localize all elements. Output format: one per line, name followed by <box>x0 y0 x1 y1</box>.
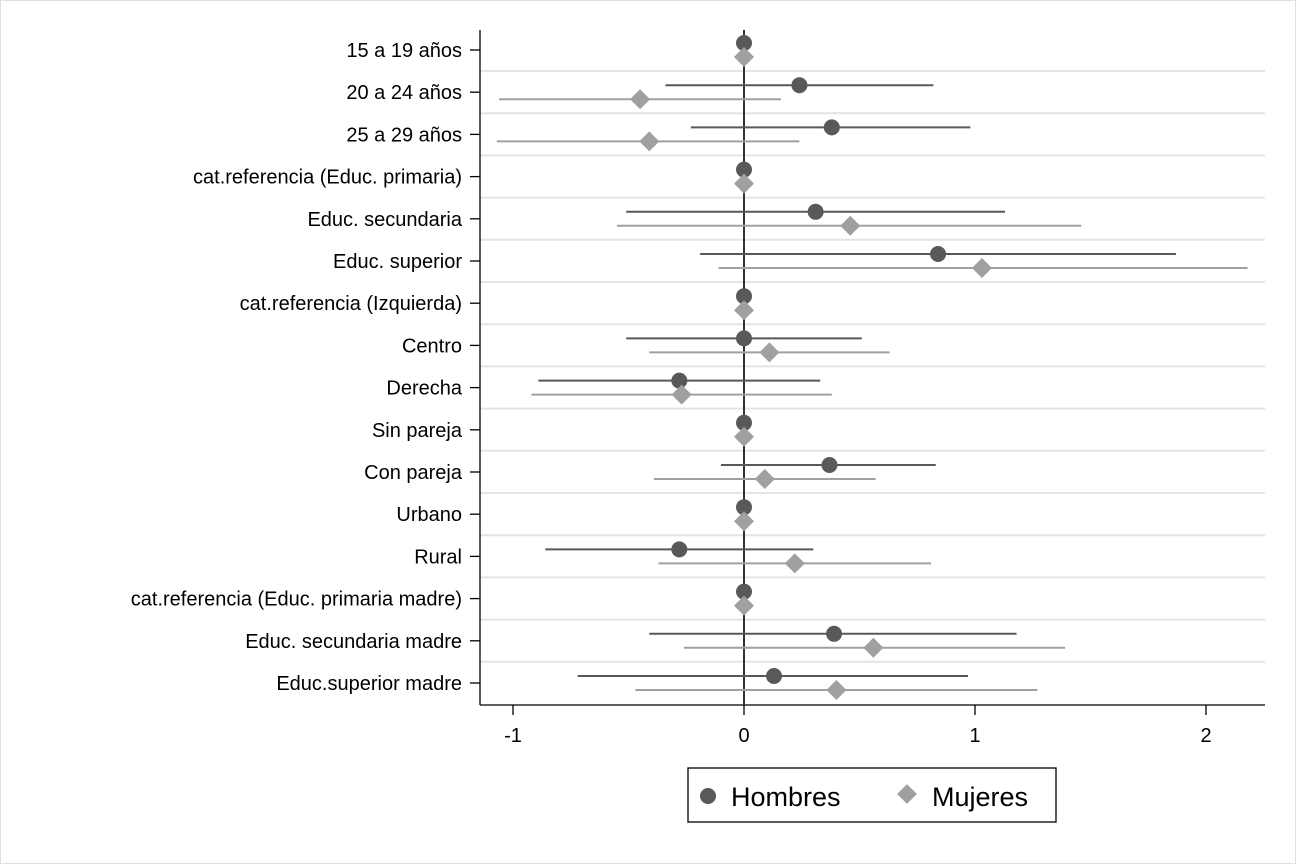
legend-marker-hombres <box>700 788 716 804</box>
point-mujeres <box>840 215 861 236</box>
legend-label-hombres: Hombres <box>731 782 841 812</box>
legend-label-mujeres: Mujeres <box>932 782 1028 812</box>
point-hombres <box>736 414 752 431</box>
point-hombres <box>736 583 752 600</box>
point-hombres <box>823 119 840 136</box>
point-hombres <box>736 288 752 305</box>
point-hombres <box>671 541 688 558</box>
point-hombres <box>671 372 688 389</box>
category-label: Urbano <box>396 504 462 526</box>
point-mujeres <box>734 511 754 532</box>
point-hombres <box>821 457 838 473</box>
category-label: cat.referencia (Educ. primaria) <box>193 167 462 189</box>
category-label: Educ. secundaria <box>307 209 462 231</box>
category-label: Con pareja <box>364 462 463 484</box>
category-label: cat.referencia (Educ. primaria madre) <box>131 589 462 611</box>
point-hombres <box>930 246 947 262</box>
point-estimates <box>630 35 992 700</box>
category-label: Sin pareja <box>372 420 463 442</box>
point-mujeres <box>759 342 780 363</box>
point-mujeres <box>784 553 805 574</box>
category-label: Educ. superior <box>333 251 462 273</box>
category-label: Educ. secundaria madre <box>245 631 462 653</box>
category-label: 25 a 29 años <box>346 124 462 146</box>
grid-lines <box>480 70 1265 663</box>
point-hombres <box>791 77 808 94</box>
category-label: Derecha <box>386 378 462 400</box>
point-mujeres <box>639 131 660 152</box>
point-hombres <box>736 330 752 347</box>
point-hombres <box>736 161 752 178</box>
category-label: cat.referencia (Izquierda) <box>240 293 462 315</box>
legend-box <box>687 767 1057 823</box>
x-tick-label: 2 <box>1200 725 1211 747</box>
point-hombres <box>807 203 824 220</box>
point-mujeres <box>826 680 847 700</box>
point-mujeres <box>754 469 775 489</box>
point-mujeres <box>671 384 692 405</box>
point-hombres <box>766 668 783 684</box>
category-label: Rural <box>414 546 462 568</box>
category-labels: 15 a 19 años 20 a 24 años 25 a 29 años cat.… <box>131 40 463 695</box>
category-label: 20 a 24 años <box>346 82 462 104</box>
x-tick-label: -1 <box>504 725 522 747</box>
point-mujeres <box>971 258 992 278</box>
legend: Hombres Mujeres <box>687 767 1057 823</box>
point-mujeres <box>734 426 754 447</box>
category-label: 15 a 19 años <box>346 40 462 62</box>
point-mujeres <box>863 637 884 658</box>
point-hombres <box>826 625 843 642</box>
point-mujeres <box>734 47 754 67</box>
point-mujeres <box>734 173 754 194</box>
point-hombres <box>736 499 752 516</box>
category-label: Educ.superior madre <box>276 673 462 695</box>
x-tick-label: 0 <box>738 725 749 747</box>
point-mujeres <box>734 300 754 321</box>
axes: -1 0 1 2 <box>470 30 1265 747</box>
category-label: Centro <box>402 335 462 357</box>
legend-marker-mujeres <box>897 784 917 804</box>
point-mujeres <box>734 595 754 616</box>
point-hombres <box>736 35 752 51</box>
point-mujeres <box>630 89 651 110</box>
x-tick-label: 1 <box>969 725 980 747</box>
